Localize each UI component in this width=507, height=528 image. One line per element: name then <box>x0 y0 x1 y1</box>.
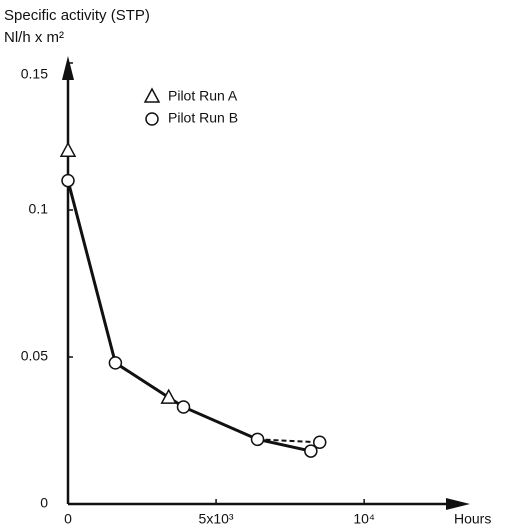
y-tick-label: 0.05 <box>21 348 48 364</box>
legend-label: Pilot Run B <box>168 110 238 126</box>
x-tick-label: 10⁴ <box>353 511 375 527</box>
circle-marker <box>145 112 159 126</box>
x-tick-label: 0 <box>64 511 72 527</box>
y-axis-label: Specific activity (STP) <box>4 7 150 24</box>
triangle-marker <box>143 87 161 103</box>
circle-marker <box>108 356 123 370</box>
y-tick-label: 0.15 <box>21 66 48 82</box>
y-axis-arrow <box>62 56 74 80</box>
circle-marker <box>176 400 191 414</box>
line <box>66 180 312 453</box>
legend-label: Pilot Run A <box>168 88 238 104</box>
x-tick-label: 5x10³ <box>199 511 234 527</box>
triangle-marker <box>160 388 177 404</box>
y-tick-label: 0 <box>40 495 48 511</box>
circle-marker <box>61 173 75 188</box>
y-tick-label: 0.1 <box>29 201 49 217</box>
x-axis-label: Hours <box>454 511 491 527</box>
x-axis-arrow <box>446 498 470 510</box>
circle-marker <box>304 444 318 458</box>
circle-marker <box>312 435 327 450</box>
y-axis-label: Nl/h x m² <box>4 29 64 46</box>
dashed-line <box>257 438 320 444</box>
triangle-marker <box>59 141 77 157</box>
circle-marker <box>250 432 265 447</box>
